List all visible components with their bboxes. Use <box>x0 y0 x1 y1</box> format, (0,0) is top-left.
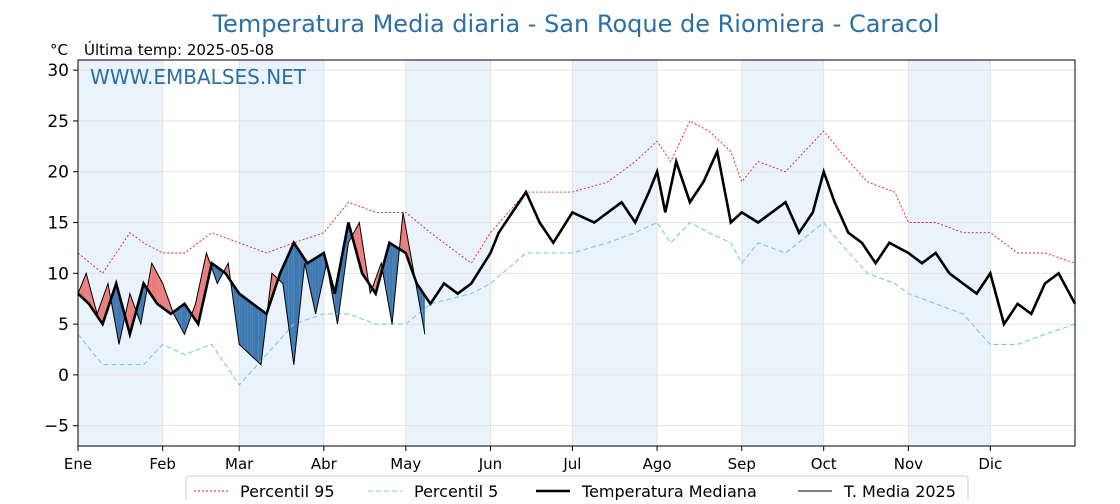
fill-below-median <box>184 303 188 335</box>
fill-below-median <box>181 303 185 335</box>
fill-below-median <box>236 289 240 345</box>
x-tick-label: Dic <box>978 455 1002 473</box>
month-band <box>239 60 324 446</box>
legend-box <box>185 475 969 504</box>
fill-below-median <box>179 305 182 330</box>
y-tick-label: 15 <box>47 214 69 234</box>
fill-below-median <box>239 293 242 347</box>
fill-below-median <box>312 258 316 314</box>
fill-below-median <box>252 303 256 360</box>
y-tick-label: −5 <box>44 417 69 437</box>
series-line-p5 <box>77 221 1076 386</box>
x-tick-label: Abr <box>311 455 338 473</box>
fill-below-median <box>288 248 292 345</box>
y-tick-label: 5 <box>58 315 69 335</box>
x-tick-label: Nov <box>894 455 923 473</box>
plot-area: −5 0 5 10 15 20 25 30 Ene Feb Mar Abr May Jun Jul Ago Se… <box>44 59 1077 473</box>
fill-above-median <box>403 212 406 253</box>
fill-above-median <box>80 280 84 299</box>
fill-above-median <box>362 240 365 278</box>
month-band <box>741 60 824 446</box>
x-tick-label: Jun <box>478 455 502 473</box>
fill-below-median <box>299 251 302 314</box>
x-tick-label: Mar <box>225 455 254 473</box>
month-band <box>78 60 163 446</box>
x-tick-label: May <box>390 455 421 473</box>
fill-below-median <box>293 242 297 365</box>
y-tick-label: 10 <box>47 264 69 284</box>
month-band <box>405 60 491 446</box>
legend: Percentil 95 Percentil 5 Temperatura Media… <box>185 475 969 504</box>
fill-below-median <box>241 295 245 350</box>
fill-below-median <box>113 283 117 330</box>
y-tick-label: 30 <box>47 61 69 81</box>
x-tick-label: Feb <box>149 455 176 473</box>
fill-below-median <box>422 291 425 335</box>
fill-above-median <box>88 283 92 308</box>
legend-label: Percentil 95 <box>240 482 335 500</box>
fill-below-median <box>247 299 251 355</box>
fill-above-median <box>165 291 169 312</box>
series-line-p95 <box>77 120 1076 274</box>
last-reading-label: Última temp: 2025-05-08 <box>84 40 274 59</box>
fill-below-median <box>116 283 119 345</box>
legend-label: Temperatura Mediana <box>581 482 757 500</box>
fill-below-median <box>255 305 259 363</box>
fill-below-median <box>315 256 319 314</box>
series-line-2025 <box>77 212 426 366</box>
fill-above-median <box>83 273 87 302</box>
fill-below-median <box>291 242 294 365</box>
series-line-median <box>77 147 1077 340</box>
fill-below-median <box>392 244 395 325</box>
fill-below-median <box>261 309 264 365</box>
chart-title: Temperatura Media diaria - San Roque de … <box>211 10 939 38</box>
fill-above-median <box>168 298 171 314</box>
fill-below-median <box>233 285 237 325</box>
x-tick-label: Sep <box>728 455 756 473</box>
plot-frame <box>77 59 1076 447</box>
fill-above-median <box>149 263 152 296</box>
unit-label: °C <box>50 41 68 59</box>
fill-below-median <box>250 301 253 358</box>
fill-above-median <box>86 273 89 304</box>
y-tick-label: 0 <box>58 366 69 386</box>
y-tick-label: 20 <box>47 163 69 183</box>
fill-below-median <box>214 265 218 284</box>
x-tick-label: Ago <box>643 455 672 473</box>
fill-above-median <box>157 273 160 306</box>
x-tick-label: Jul <box>562 455 581 473</box>
legend-label: T. Media 2025 <box>843 482 956 500</box>
fill-below-median <box>244 297 248 352</box>
fill-below-median <box>386 242 390 309</box>
fill-below-median <box>258 307 261 365</box>
x-tick-label: Ene <box>64 455 92 473</box>
y-tick-label: 25 <box>47 112 69 132</box>
fill-below-median <box>321 253 324 289</box>
fill-below-median <box>307 261 311 289</box>
fill-above-median <box>195 291 199 325</box>
month-band <box>908 60 991 446</box>
fill-above-median <box>154 268 158 304</box>
month-band <box>572 60 658 446</box>
legend-label: Percentil 5 <box>414 482 498 500</box>
fill-above-median <box>159 278 163 308</box>
fill-above-median <box>151 263 155 300</box>
fill-below-median <box>389 242 393 325</box>
x-tick-label: Oct <box>811 455 837 473</box>
fill-below-median <box>282 261 286 304</box>
watermark: WWW.EMBALSES.NET <box>90 65 307 89</box>
